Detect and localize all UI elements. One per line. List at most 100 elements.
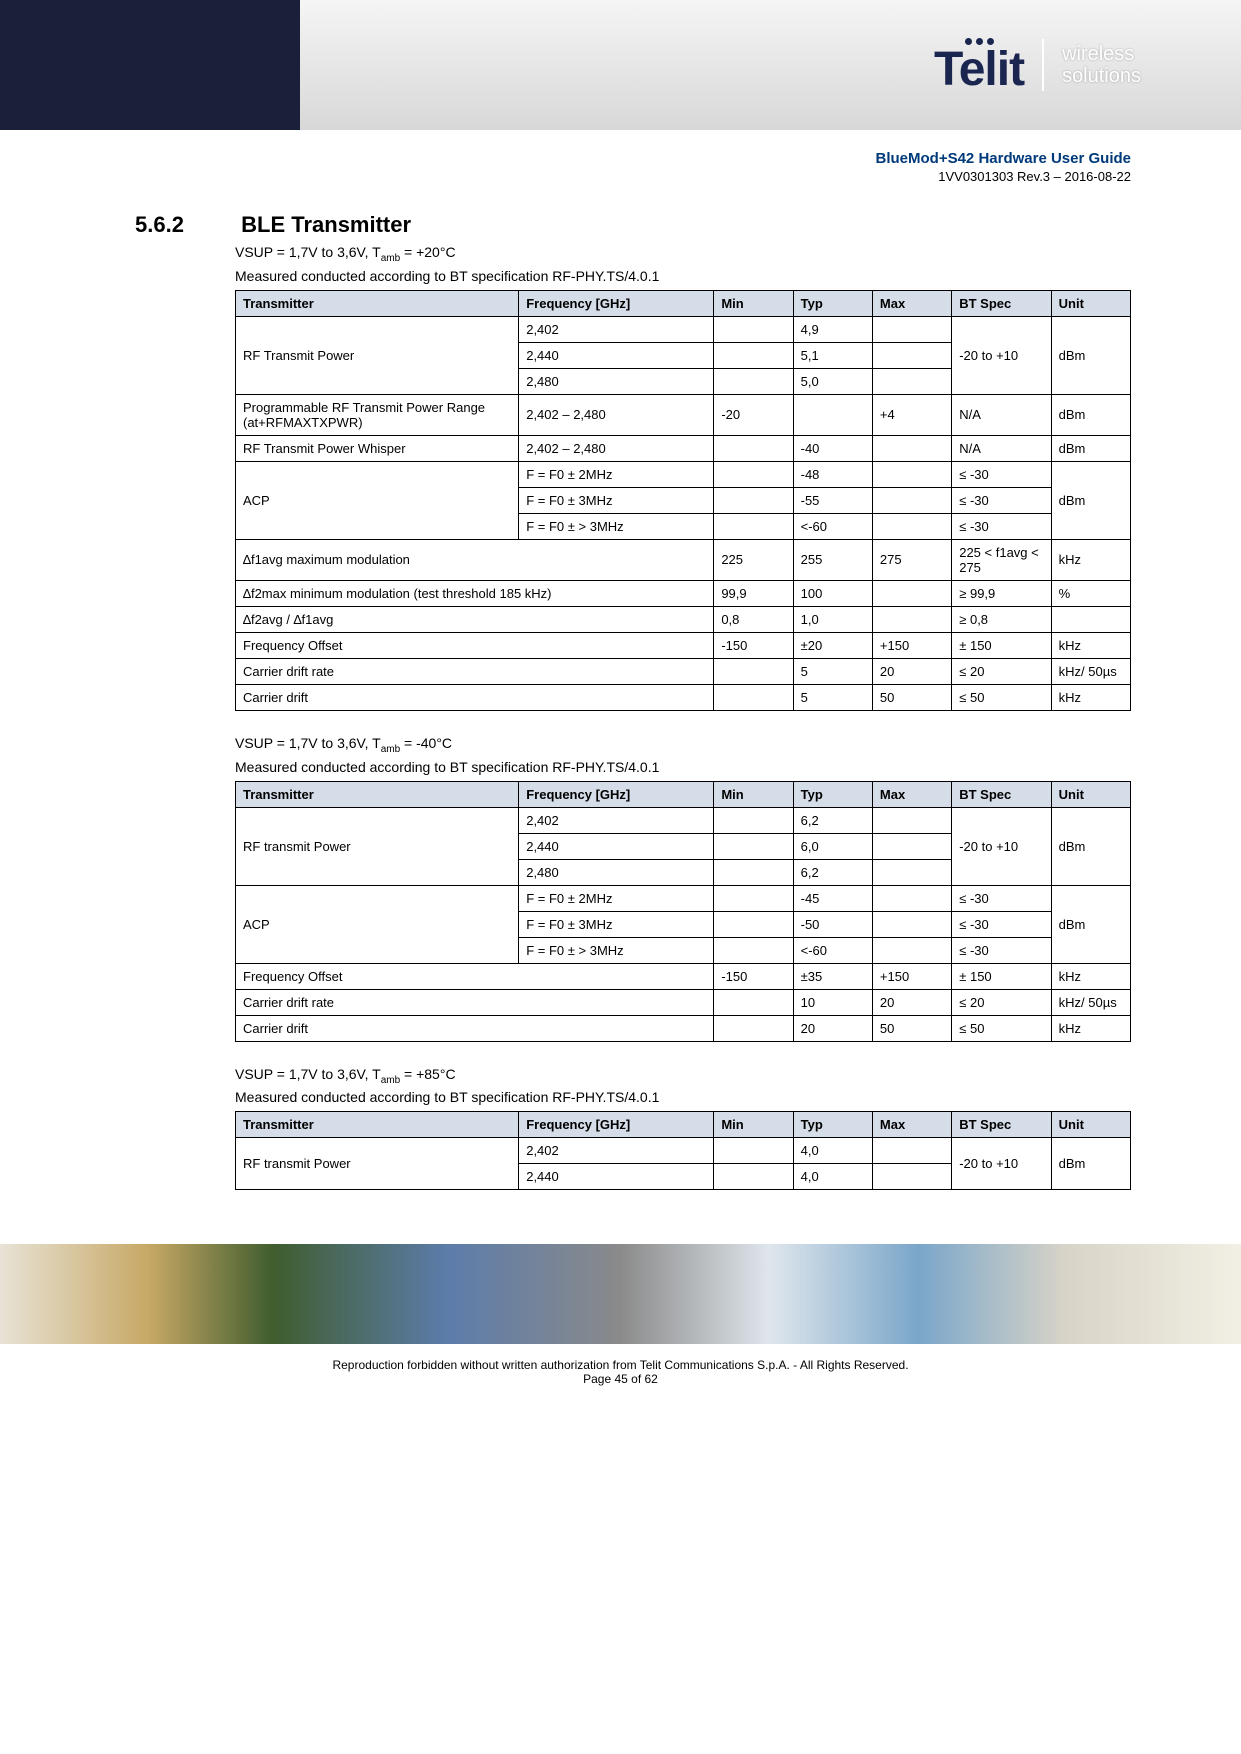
- table-header-cell: BT Spec: [952, 290, 1051, 316]
- cell-unit: %: [1051, 580, 1130, 606]
- cell-typ: 20: [793, 1015, 872, 1041]
- cell-max: [872, 487, 951, 513]
- cell-min: 225: [714, 539, 793, 580]
- table-header-cell: Frequency [GHz]: [519, 290, 714, 316]
- table-header-cell: Transmitter: [236, 1112, 519, 1138]
- cell-min: [714, 859, 793, 885]
- measured-line: Measured conducted according to BT speci…: [235, 1089, 1131, 1105]
- cell-frequency: 2,440: [519, 342, 714, 368]
- cell-unit: dBm: [1051, 885, 1130, 963]
- cell-min: [714, 487, 793, 513]
- cell-frequency: F = F0 ± 3MHz: [519, 911, 714, 937]
- doc-rev: 1VV0301303 Rev.3 – 2016-08-22: [0, 169, 1131, 184]
- cell-typ: 255: [793, 539, 872, 580]
- cond-prefix: VSUP = 1,7V to 3,6V, T: [235, 1066, 381, 1082]
- cell-min: 0,8: [714, 606, 793, 632]
- cell-typ: <-60: [793, 513, 872, 539]
- cell-transmitter: Carrier drift rate: [236, 658, 714, 684]
- cell-typ: ±35: [793, 963, 872, 989]
- cell-max: +150: [872, 632, 951, 658]
- table-row: Carrier drift2050≤ 50kHz: [236, 1015, 1131, 1041]
- page-header: Telit wireless solutions: [0, 0, 1241, 140]
- cell-frequency: F = F0 ± > 3MHz: [519, 937, 714, 963]
- cell-frequency: 2,440: [519, 833, 714, 859]
- cell-max: 275: [872, 539, 951, 580]
- cell-frequency: 2,480: [519, 368, 714, 394]
- cell-bt-spec: ≤ -30: [952, 487, 1051, 513]
- cell-bt-spec: ± 150: [952, 963, 1051, 989]
- cell-bt-spec: ≥ 0,8: [952, 606, 1051, 632]
- cell-max: [872, 911, 951, 937]
- measured-line: Measured conducted according to BT speci…: [235, 759, 1131, 775]
- cell-frequency: 2,402: [519, 807, 714, 833]
- footer-image-strip: [0, 1244, 1241, 1344]
- cell-max: 50: [872, 1015, 951, 1041]
- cell-typ: -45: [793, 885, 872, 911]
- table-header-cell: Transmitter: [236, 290, 519, 316]
- table-row: Carrier drift rate1020≤ 20kHz/ 50µs: [236, 989, 1131, 1015]
- cell-transmitter: RF Transmit Power Whisper: [236, 435, 519, 461]
- conditions-line: VSUP = 1,7V to 3,6V, Tamb = +85°C: [235, 1066, 1131, 1086]
- cell-max: [872, 513, 951, 539]
- cell-transmitter: RF transmit Power: [236, 807, 519, 885]
- cell-min: 99,9: [714, 580, 793, 606]
- cell-bt-spec: ± 150: [952, 632, 1051, 658]
- cell-max: [872, 316, 951, 342]
- logo-tag-line1: wireless: [1062, 43, 1141, 65]
- spec-table: TransmitterFrequency [GHz]MinTypMaxBT Sp…: [235, 290, 1131, 711]
- cell-unit: dBm: [1051, 807, 1130, 885]
- table-header-row: TransmitterFrequency [GHz]MinTypMaxBT Sp…: [236, 290, 1131, 316]
- cell-bt-spec: -20 to +10: [952, 1138, 1051, 1190]
- cond-prefix: VSUP = 1,7V to 3,6V, T: [235, 244, 381, 260]
- cell-typ: 5: [793, 658, 872, 684]
- table-header-cell: BT Spec: [952, 1112, 1051, 1138]
- table-row: RF Transmit Power Whisper2,402 – 2,480-4…: [236, 435, 1131, 461]
- footer-text: Reproduction forbidden without written a…: [0, 1358, 1241, 1386]
- cell-bt-spec: ≤ -30: [952, 461, 1051, 487]
- cell-unit: kHz/ 50µs: [1051, 989, 1130, 1015]
- cell-transmitter: Carrier drift rate: [236, 989, 714, 1015]
- logo: Telit wireless solutions: [934, 33, 1141, 97]
- cell-max: [872, 885, 951, 911]
- cell-typ: -40: [793, 435, 872, 461]
- cell-unit: dBm: [1051, 435, 1130, 461]
- cell-max: [872, 461, 951, 487]
- cell-transmitter: RF Transmit Power: [236, 316, 519, 394]
- cell-typ: 4,0: [793, 1138, 872, 1164]
- table-row: Carrier drift rate520≤ 20kHz/ 50µs: [236, 658, 1131, 684]
- table-header-cell: Typ: [793, 290, 872, 316]
- cell-bt-spec: -20 to +10: [952, 316, 1051, 394]
- cell-frequency: F = F0 ± 3MHz: [519, 487, 714, 513]
- cell-min: [714, 461, 793, 487]
- conditions-line: VSUP = 1,7V to 3,6V, Tamb = -40°C: [235, 735, 1131, 755]
- cell-transmitter: Frequency Offset: [236, 963, 714, 989]
- cell-max: [872, 435, 951, 461]
- cell-min: [714, 435, 793, 461]
- cell-min: -20: [714, 394, 793, 435]
- cell-max: [872, 368, 951, 394]
- cell-max: 20: [872, 989, 951, 1015]
- cell-unit: dBm: [1051, 1138, 1130, 1190]
- cell-typ: [793, 394, 872, 435]
- cell-typ: 100: [793, 580, 872, 606]
- section-heading: 5.6.2 BLE Transmitter: [135, 212, 1131, 238]
- footer-line2: Page 45 of 62: [0, 1372, 1241, 1386]
- cell-typ: -50: [793, 911, 872, 937]
- table-header-row: TransmitterFrequency [GHz]MinTypMaxBT Sp…: [236, 1112, 1131, 1138]
- cell-typ: -55: [793, 487, 872, 513]
- cell-bt-spec: ≥ 99,9: [952, 580, 1051, 606]
- cell-bt-spec: N/A: [952, 394, 1051, 435]
- cond-suffix: = -40°C: [400, 735, 452, 751]
- cell-unit: kHz: [1051, 539, 1130, 580]
- cell-bt-spec: -20 to +10: [952, 807, 1051, 885]
- logo-tagline: wireless solutions: [1062, 43, 1141, 87]
- cell-min: [714, 937, 793, 963]
- content: 5.6.2 BLE Transmitter VSUP = 1,7V to 3,6…: [0, 184, 1241, 1234]
- cell-max: [872, 859, 951, 885]
- cell-bt-spec: 225 < f1avg < 275: [952, 539, 1051, 580]
- table-header-cell: Min: [714, 781, 793, 807]
- cell-typ: ±20: [793, 632, 872, 658]
- cell-min: [714, 342, 793, 368]
- cell-frequency: F = F0 ± > 3MHz: [519, 513, 714, 539]
- table-row: ACPF = F0 ± 2MHz-48≤ -30dBm: [236, 461, 1131, 487]
